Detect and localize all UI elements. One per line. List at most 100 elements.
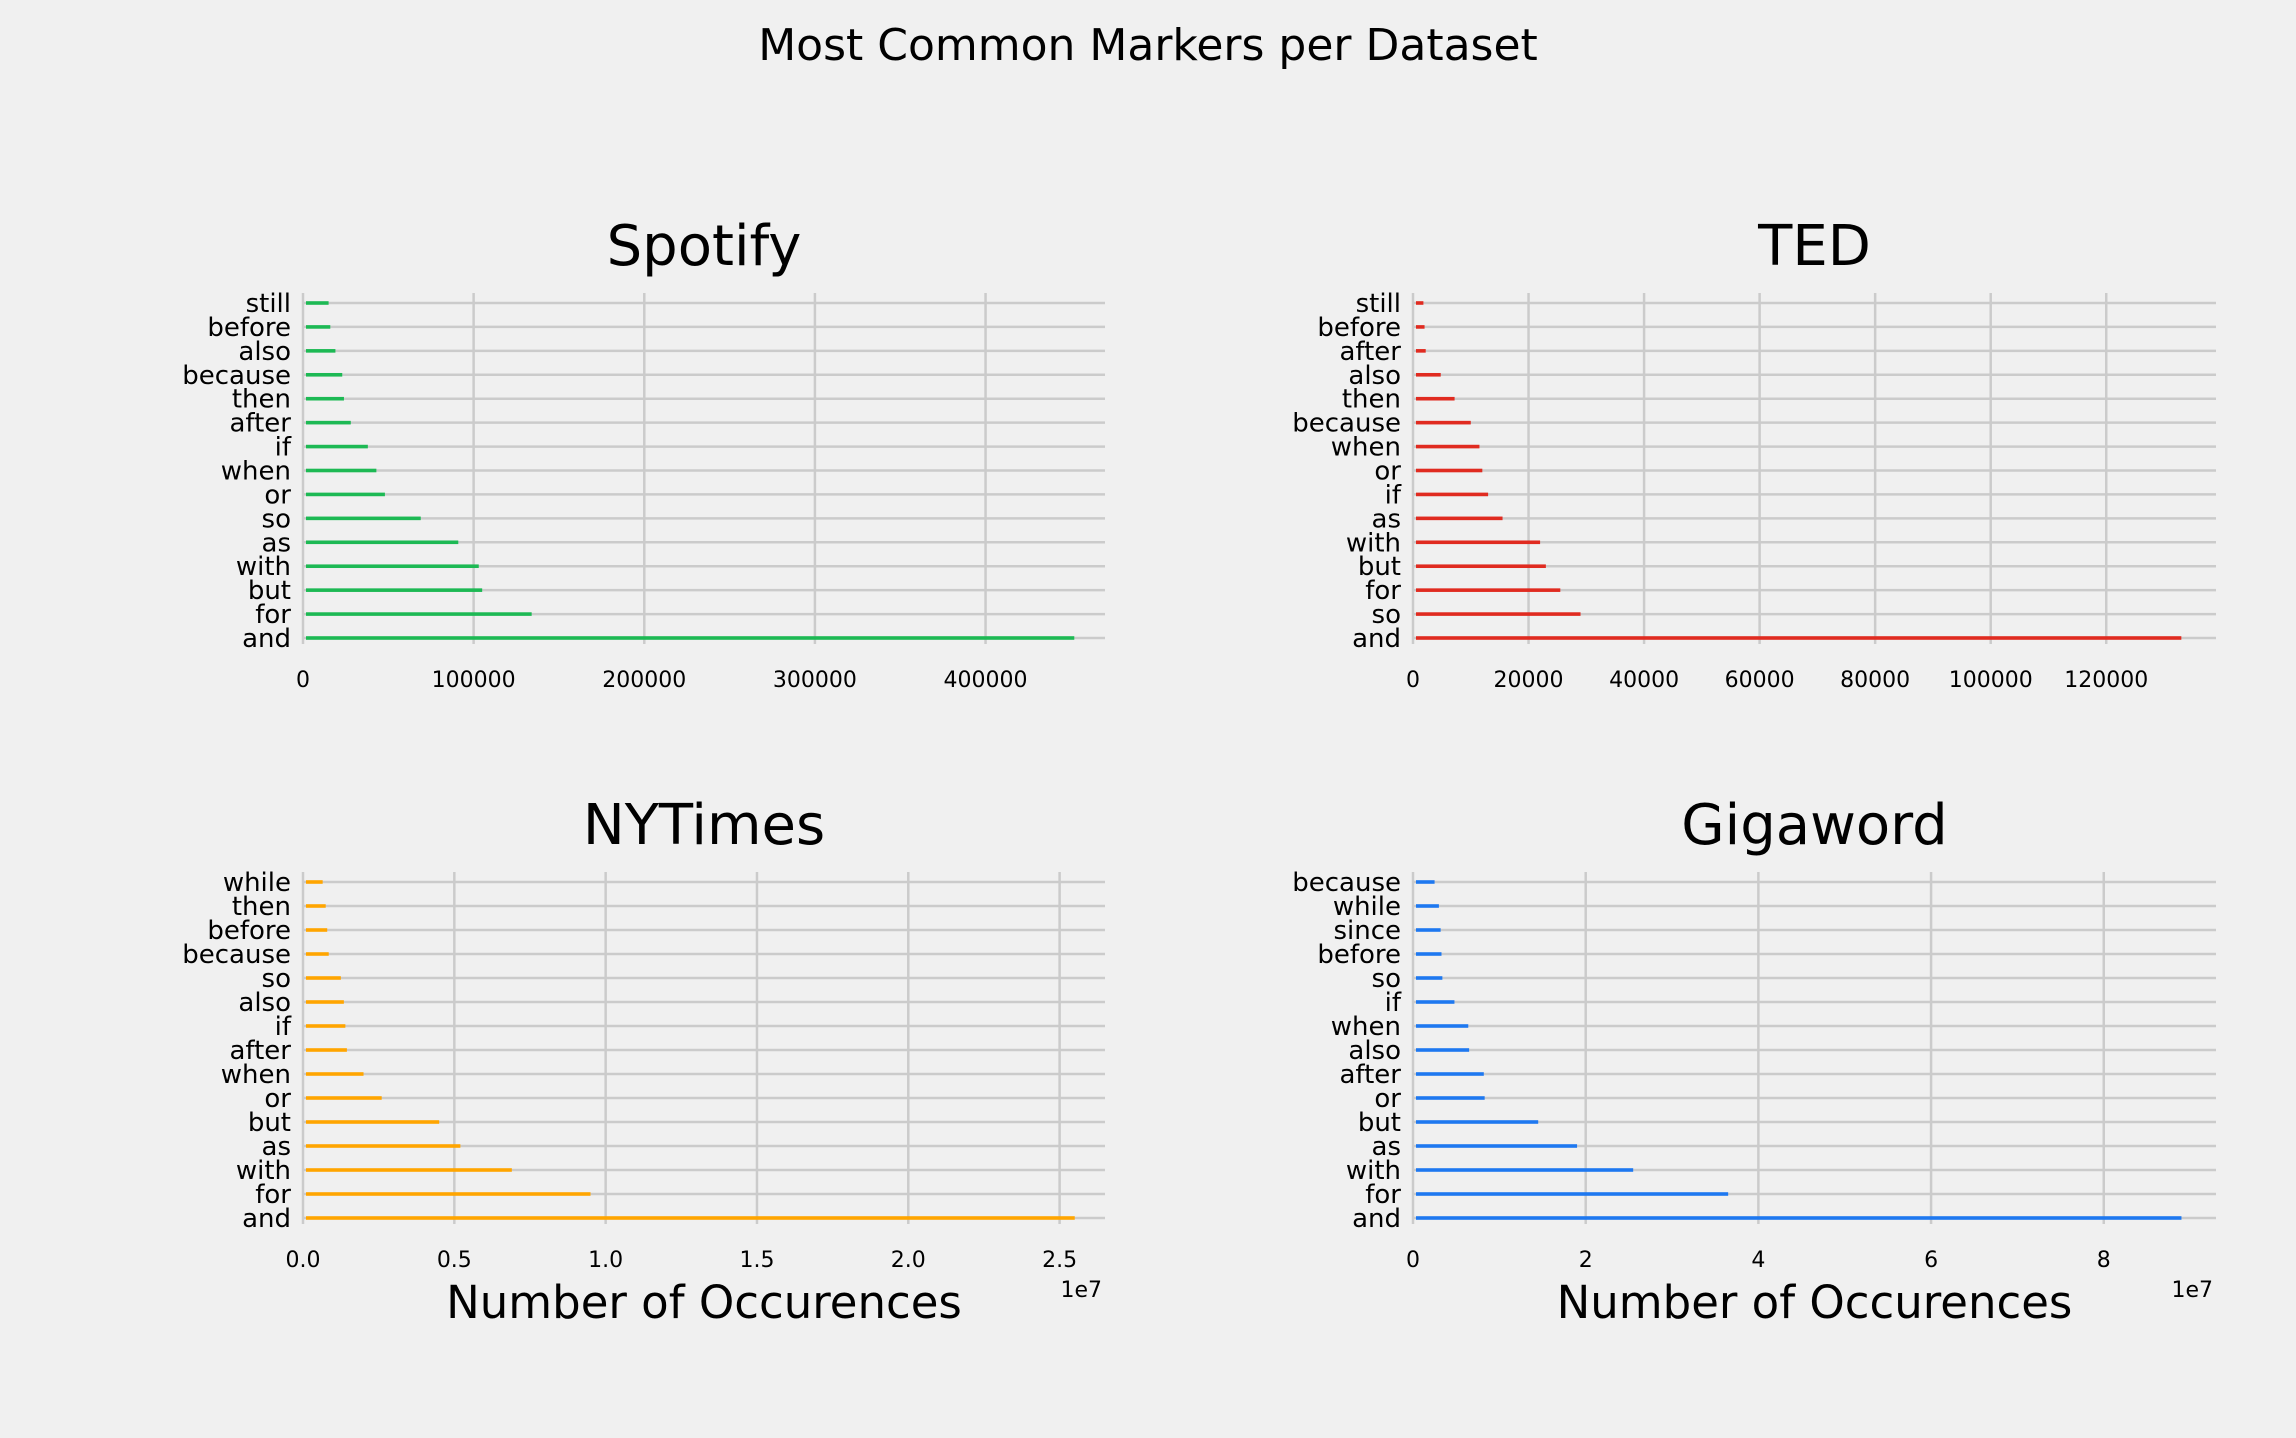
y-tick-label: then xyxy=(232,385,291,415)
x-tick-label: 20000 xyxy=(1494,668,1564,693)
y-tick-label: but xyxy=(248,1108,291,1138)
y-tick-label: because xyxy=(1292,409,1401,439)
x-tick-label: 0 xyxy=(1406,1248,1420,1273)
bar xyxy=(1416,952,1442,956)
y-tick-label: with xyxy=(1346,1156,1401,1186)
bar xyxy=(306,1192,591,1196)
x-tick-label: 0.5 xyxy=(437,1248,472,1273)
y-tick-label: for xyxy=(255,1180,291,1210)
bar xyxy=(306,444,368,449)
x-offset-label: 1e7 xyxy=(2171,1278,2213,1303)
y-tick-label: or xyxy=(1374,1084,1401,1114)
bar xyxy=(1416,349,1426,353)
bar xyxy=(306,1120,440,1124)
bar xyxy=(1416,1048,1470,1052)
x-tick-label: 400000 xyxy=(944,668,1028,693)
bar xyxy=(1416,928,1441,932)
bar xyxy=(1416,372,1441,377)
y-tick-label: before xyxy=(1317,940,1401,970)
y-tick-label: or xyxy=(264,480,291,510)
x-tick-label: 300000 xyxy=(773,668,857,693)
y-tick-label: as xyxy=(262,1132,291,1162)
y-tick-label: before xyxy=(207,313,291,343)
bar xyxy=(1416,325,1425,329)
y-tick-label: as xyxy=(1372,504,1401,534)
subplot-spotify: Spotify andforbutwithassoorwhenifafterthe… xyxy=(182,214,1105,693)
y-tick-label: and xyxy=(242,624,291,654)
y-tick-label: then xyxy=(232,892,291,922)
bar xyxy=(1416,1024,1469,1028)
bar xyxy=(1416,492,1489,497)
y-tick-label: since xyxy=(1333,916,1401,946)
x-axis-label: Number of Occurences xyxy=(1557,1276,2073,1329)
bar xyxy=(306,349,336,353)
y-tick-label: when xyxy=(1331,1012,1401,1042)
y-tick-label: after xyxy=(1339,337,1401,367)
x-tick-label: 1.0 xyxy=(588,1248,623,1273)
x-tick-label: 80000 xyxy=(1840,668,1910,693)
y-tick-label: for xyxy=(1365,1180,1401,1210)
subplot-title: Spotify xyxy=(607,214,802,279)
y-tick-label: because xyxy=(182,361,291,391)
x-tick-label: 2.5 xyxy=(1042,1248,1077,1273)
bar xyxy=(306,976,341,980)
bar xyxy=(306,516,421,521)
y-tick-label: for xyxy=(255,600,291,630)
y-tick-label: still xyxy=(246,289,291,319)
bar xyxy=(1416,1000,1455,1004)
y-tick-label: but xyxy=(248,576,291,606)
bar xyxy=(306,540,459,545)
bar xyxy=(1416,444,1480,449)
y-tick-label: with xyxy=(1346,528,1401,558)
y-tick-label: also xyxy=(1348,361,1401,391)
bar xyxy=(306,1048,347,1052)
x-tick-label: 200000 xyxy=(602,668,686,693)
figure-title: Most Common Markers per Dataset xyxy=(758,20,1538,71)
y-tick-label: when xyxy=(1331,433,1401,463)
bar xyxy=(306,372,343,377)
x-tick-label: 2 xyxy=(1579,1248,1593,1273)
bar xyxy=(306,904,326,908)
x-tick-label: 100000 xyxy=(432,668,516,693)
bar xyxy=(1416,636,2182,640)
y-tick-label: because xyxy=(182,940,291,970)
y-tick-label: as xyxy=(1372,1132,1401,1162)
bar xyxy=(1416,1120,1539,1124)
bar xyxy=(1416,420,1471,425)
y-tick-label: while xyxy=(223,868,291,898)
bar xyxy=(306,1168,512,1172)
bar xyxy=(1416,1168,1634,1172)
x-tick-label: 2.0 xyxy=(891,1248,926,1273)
bar xyxy=(306,564,479,569)
bar xyxy=(1416,564,1546,569)
y-tick-label: and xyxy=(1352,1204,1401,1234)
y-tick-label: then xyxy=(1342,385,1401,415)
y-tick-label: also xyxy=(238,988,291,1018)
x-tick-label: 100000 xyxy=(1949,668,2033,693)
y-tick-label: so xyxy=(262,504,291,534)
bar xyxy=(1416,396,1455,401)
y-tick-label: when xyxy=(221,1060,291,1090)
y-tick-label: as xyxy=(262,528,291,558)
y-tick-label: if xyxy=(1385,480,1402,510)
x-tick-label: 60000 xyxy=(1725,668,1795,693)
y-tick-label: also xyxy=(238,337,291,367)
y-tick-label: or xyxy=(1374,457,1401,487)
x-tick-label: 1.5 xyxy=(739,1248,774,1273)
y-tick-label: and xyxy=(1352,624,1401,654)
bar xyxy=(1416,612,1581,616)
bar xyxy=(306,1000,344,1004)
x-tick-label: 120000 xyxy=(2064,668,2148,693)
bar xyxy=(306,420,351,425)
y-tick-label: before xyxy=(207,916,291,946)
bar xyxy=(1416,1216,2182,1220)
bar xyxy=(306,588,483,592)
bar xyxy=(1416,516,1503,521)
bar xyxy=(1416,1192,1729,1196)
x-tick-label: 0.0 xyxy=(286,1248,321,1273)
bar xyxy=(1416,904,1439,908)
y-tick-label: still xyxy=(1356,289,1401,319)
subplot-gigaword: Gigaword andforwithasbutorafteralsowhenif… xyxy=(1292,793,2216,1329)
bar xyxy=(306,612,532,616)
x-tick-label: 0 xyxy=(1406,668,1420,693)
